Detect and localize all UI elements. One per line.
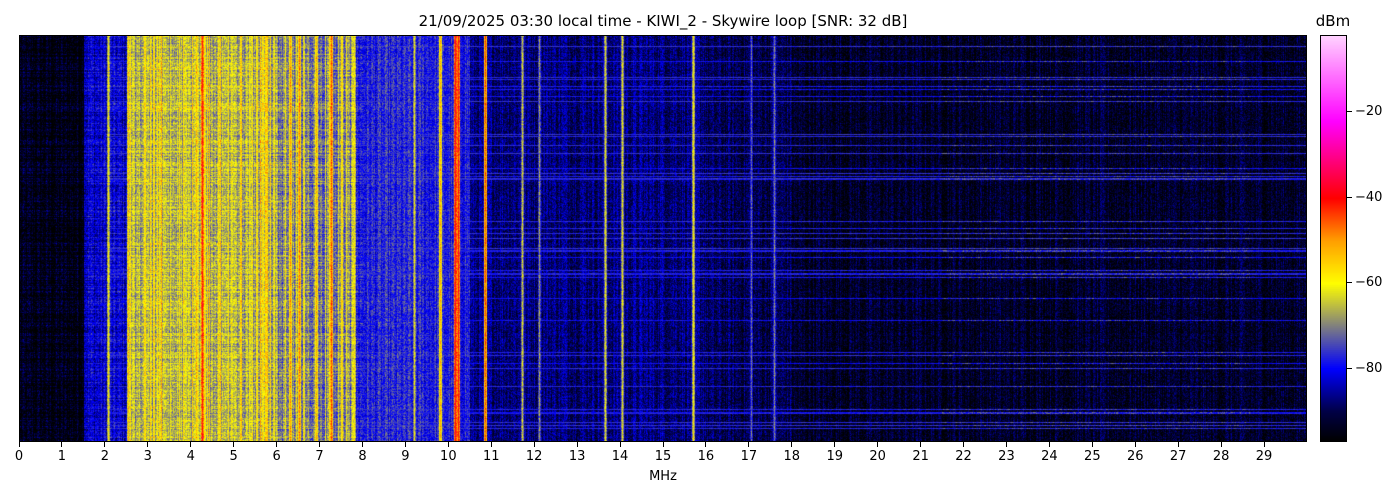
x-tick-label: 5 bbox=[219, 442, 249, 464]
colorbar-label: dBm bbox=[1315, 12, 1351, 30]
waterfall-heatmap bbox=[20, 36, 1306, 441]
x-tick-label: 7 bbox=[305, 442, 335, 464]
x-tick-label: 28 bbox=[1206, 442, 1236, 464]
x-tick-label: 14 bbox=[605, 442, 635, 464]
x-tick-label: 3 bbox=[133, 442, 163, 464]
x-tick-label: 29 bbox=[1249, 442, 1279, 464]
x-tick-label: 22 bbox=[949, 442, 979, 464]
x-tick-label: 13 bbox=[562, 442, 592, 464]
x-tick-label: 1 bbox=[47, 442, 77, 464]
x-tick-label: 23 bbox=[991, 442, 1021, 464]
x-tick-label: 0 bbox=[4, 442, 34, 464]
colorbar-tick-label: −40 bbox=[1347, 190, 1382, 206]
x-tick-label: 8 bbox=[347, 442, 377, 464]
x-tick-label: 2 bbox=[90, 442, 120, 464]
x-tick-label: 11 bbox=[476, 442, 506, 464]
x-tick-label: 21 bbox=[906, 442, 936, 464]
chart-title: 21/09/2025 03:30 local time - KIWI_2 - S… bbox=[418, 12, 908, 30]
x-tick-label: 4 bbox=[176, 442, 206, 464]
x-tick-label: 12 bbox=[519, 442, 549, 464]
x-tick-label: 16 bbox=[691, 442, 721, 464]
x-tick-label: 20 bbox=[863, 442, 893, 464]
x-tick-label: 27 bbox=[1163, 442, 1193, 464]
colorbar-tick-label: −80 bbox=[1347, 361, 1382, 377]
x-tick-label: 17 bbox=[734, 442, 764, 464]
x-tick-label: 18 bbox=[777, 442, 807, 464]
x-tick-label: 26 bbox=[1120, 442, 1150, 464]
x-tick-label: 19 bbox=[820, 442, 850, 464]
x-tick-label: 15 bbox=[648, 442, 678, 464]
colorbar-tick-label: −60 bbox=[1347, 275, 1382, 291]
colorbar-tick-label: −20 bbox=[1347, 104, 1382, 120]
x-tick-label: 24 bbox=[1034, 442, 1064, 464]
x-tick-label: 25 bbox=[1077, 442, 1107, 464]
x-tick-label: 6 bbox=[262, 442, 292, 464]
colorbar bbox=[1320, 35, 1347, 442]
x-tick-label: 10 bbox=[433, 442, 463, 464]
x-axis-label: MHz bbox=[649, 469, 677, 484]
x-tick-label: 9 bbox=[390, 442, 420, 464]
plot-frame bbox=[19, 35, 1307, 442]
